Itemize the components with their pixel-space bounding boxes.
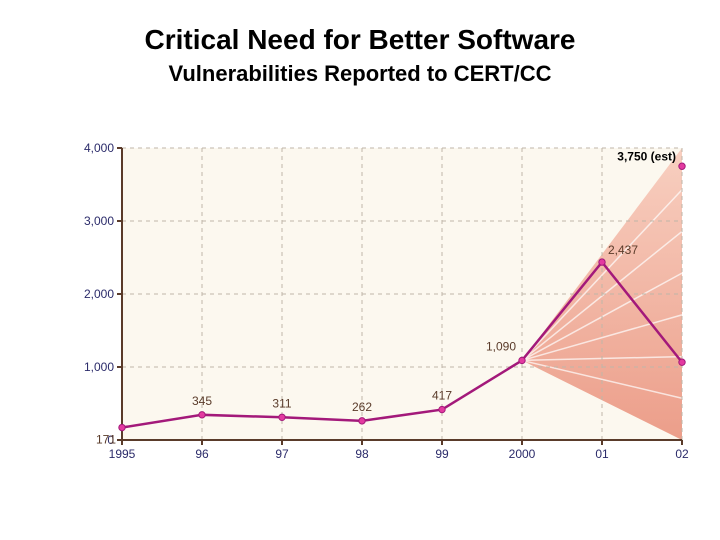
svg-text:2,437: 2,437: [608, 243, 638, 257]
svg-text:171: 171: [96, 433, 116, 447]
svg-text:98: 98: [355, 447, 369, 461]
svg-text:1995: 1995: [109, 447, 136, 461]
svg-text:01: 01: [595, 447, 609, 461]
svg-text:97: 97: [275, 447, 289, 461]
svg-text:3,000: 3,000: [84, 214, 114, 228]
svg-text:3,750 (est): 3,750 (est): [617, 149, 676, 163]
svg-text:262: 262: [352, 400, 372, 414]
svg-text:2000: 2000: [509, 447, 536, 461]
svg-text:1,000: 1,000: [84, 360, 114, 374]
chart-svg: 01,0002,0003,0004,0001995969798992000010…: [70, 140, 690, 480]
svg-text:345: 345: [192, 394, 212, 408]
svg-text:96: 96: [195, 447, 209, 461]
title-block: Critical Need for Better Software Vulner…: [0, 22, 720, 87]
svg-text:417: 417: [432, 389, 452, 403]
slide-subtitle: Vulnerabilities Reported to CERT/CC: [0, 61, 720, 87]
svg-text:311: 311: [272, 396, 291, 410]
svg-text:2,000: 2,000: [84, 287, 114, 301]
svg-text:1,090: 1,090: [486, 339, 516, 353]
svg-text:99: 99: [435, 447, 449, 461]
slide-title: Critical Need for Better Software: [0, 22, 720, 57]
svg-text:4,000: 4,000: [84, 141, 114, 155]
svg-text:02: 02: [675, 447, 689, 461]
vulnerabilities-chart: 01,0002,0003,0004,0001995969798992000010…: [70, 140, 690, 480]
